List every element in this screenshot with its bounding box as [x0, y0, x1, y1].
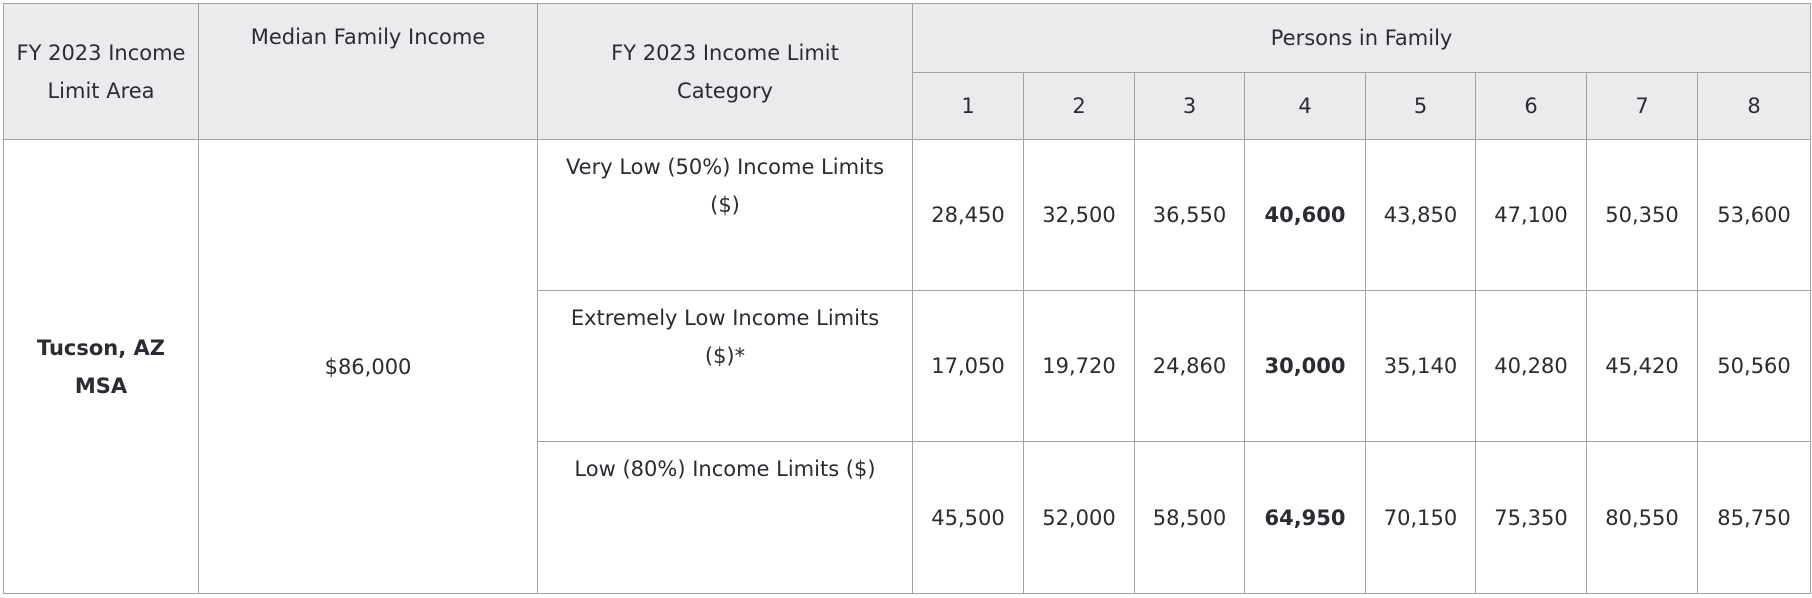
- header-persons-6: 6: [1475, 72, 1587, 140]
- income-limit-cell: 32,500: [1023, 139, 1135, 291]
- median-income-cell: $86,000: [198, 139, 538, 594]
- header-category: FY 2023 Income Limit Category: [537, 3, 913, 140]
- income-limit-cell: 40,280: [1475, 290, 1587, 442]
- header-persons-in-family: Persons in Family: [911, 3, 1812, 73]
- income-limit-cell: 45,500: [912, 441, 1024, 594]
- income-limit-cell: 28,450: [912, 139, 1024, 291]
- income-limit-cell: 75,350: [1475, 441, 1587, 594]
- income-limit-cell: 52,000: [1023, 441, 1135, 594]
- header-persons-7: 7: [1586, 72, 1698, 140]
- category-cell: Very Low (50%) Income Limits ($): [537, 139, 913, 291]
- income-limit-cell: 58,500: [1134, 441, 1245, 594]
- header-median-income: Median Family Income: [198, 3, 538, 140]
- header-area: FY 2023 Income Limit Area: [3, 3, 199, 140]
- income-limit-cell: 53,600: [1696, 139, 1812, 291]
- income-limit-cell: 45,420: [1586, 290, 1698, 442]
- income-limit-cell: 19,720: [1023, 290, 1135, 442]
- header-persons-5: 5: [1365, 72, 1476, 140]
- header-persons-2: 2: [1023, 72, 1135, 140]
- header-persons-1: 1: [912, 72, 1024, 140]
- income-limit-cell: 50,350: [1586, 139, 1698, 291]
- category-cell: Extremely Low Income Limits ($)*: [537, 290, 913, 442]
- header-persons-8: 8: [1696, 72, 1812, 140]
- table-row: Low (80%) Income Limits ($) 45,500 52,000 5…: [4, 441, 1812, 594]
- header-persons-4: 4: [1244, 72, 1366, 140]
- income-limit-cell: 17,050: [912, 290, 1024, 442]
- table-row: Tucson, AZ MSA $86,000 Very Low (50%) Inco…: [3, 139, 1812, 594]
- income-limit-cell: 36,550: [1134, 139, 1245, 291]
- income-limit-cell: 85,750: [1696, 441, 1812, 594]
- header-persons-3: 3: [1134, 72, 1245, 140]
- income-limits-table: FY 2023 Income Limit Area Median Family …: [3, 3, 1812, 594]
- income-limit-cell: 24,860: [1134, 290, 1245, 442]
- income-limit-cell: 70,150: [1365, 441, 1476, 594]
- category-cell: Low (80%) Income Limits ($): [537, 441, 913, 594]
- income-limit-cell: 80,550: [1586, 441, 1698, 594]
- income-limit-cell: 30,000: [1244, 290, 1366, 442]
- income-limit-cell: 43,850: [1365, 139, 1476, 291]
- income-limit-cell: 35,140: [1365, 290, 1476, 442]
- area-cell: Tucson, AZ MSA: [3, 139, 199, 594]
- income-limit-cell: 50,560: [1696, 290, 1812, 442]
- income-limit-cell: 40,600: [1244, 139, 1366, 291]
- income-limit-cell: 64,950: [1244, 441, 1366, 594]
- table-row: Extremely Low Income Limits ($)* 17,050 19…: [4, 290, 1812, 442]
- income-limit-cell: 47,100: [1475, 139, 1587, 291]
